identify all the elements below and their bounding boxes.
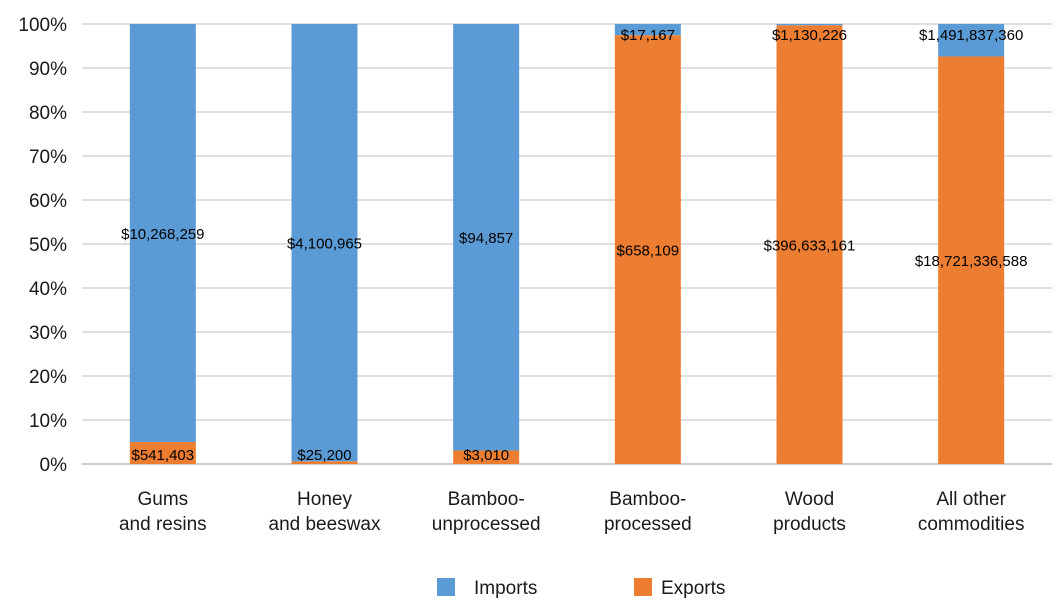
bar-imports — [776, 24, 843, 26]
x-category-label: unprocessed — [432, 514, 541, 535]
bar-imports — [129, 24, 196, 442]
y-tick-label: 20% — [29, 367, 67, 388]
x-category-label: Wood — [785, 489, 834, 510]
data-label-imports: $17,167 — [621, 27, 675, 44]
legend-swatch-imports — [437, 578, 455, 596]
data-label-exports: $18,721,336,588 — [915, 253, 1028, 270]
y-tick-label: 90% — [29, 59, 67, 80]
bar-imports — [614, 24, 681, 36]
bar-imports — [453, 24, 520, 451]
bar-exports — [129, 441, 196, 464]
y-tick-label: 40% — [29, 279, 67, 300]
data-label-imports: $10,268,259 — [121, 226, 204, 243]
data-label-imports: $1,491,837,360 — [919, 27, 1023, 44]
bar-exports — [614, 35, 681, 465]
bar-exports — [776, 25, 843, 464]
data-label-imports: $4,100,965 — [287, 236, 362, 253]
y-tick-label: 80% — [29, 103, 67, 124]
data-label-exports: $541,403 — [132, 447, 195, 464]
y-tick-label: 70% — [29, 147, 67, 168]
data-label-exports: $658,109 — [617, 243, 680, 260]
bar-imports — [938, 24, 1005, 57]
x-category-label: Gums — [137, 489, 188, 510]
y-tick-label: 50% — [29, 235, 67, 256]
data-label-exports: $25,200 — [297, 447, 351, 464]
bar-exports — [291, 461, 358, 464]
data-label-exports: $396,633,161 — [764, 238, 856, 255]
y-tick-label: 10% — [29, 411, 67, 432]
legend-label-exports: Exports — [661, 578, 725, 599]
x-category-label: All other — [936, 489, 1006, 510]
bar-exports — [453, 450, 520, 464]
bar-exports — [938, 56, 1005, 464]
y-tick-label: 100% — [18, 15, 67, 36]
y-tick-label: 60% — [29, 191, 67, 212]
x-category-label: Bamboo- — [448, 489, 525, 510]
bar-imports — [291, 24, 358, 462]
x-category-label: and beeswax — [269, 514, 381, 535]
x-category-label: products — [773, 514, 846, 535]
x-category-label: commodities — [918, 514, 1025, 535]
y-tick-label: 0% — [40, 455, 68, 476]
x-category-label: Honey — [297, 489, 352, 510]
x-category-label: and resins — [119, 514, 207, 535]
legend-label-imports: Imports — [474, 578, 537, 599]
x-category-label: Bamboo- — [609, 489, 686, 510]
legend-swatch-exports — [634, 578, 652, 596]
data-label-exports: $3,010 — [463, 447, 509, 464]
y-tick-label: 30% — [29, 323, 67, 344]
data-label-imports: $1,130,226 — [772, 27, 847, 44]
data-label-imports: $94,857 — [459, 230, 513, 247]
x-category-label: processed — [604, 514, 692, 535]
